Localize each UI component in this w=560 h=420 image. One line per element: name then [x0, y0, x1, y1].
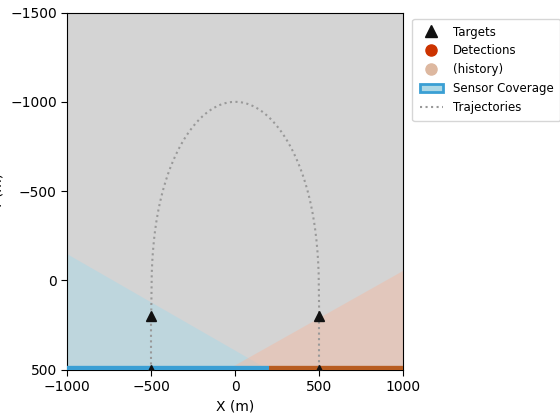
Y-axis label: Y (m): Y (m)	[0, 173, 4, 210]
Polygon shape	[67, 254, 269, 370]
X-axis label: X (m): X (m)	[216, 399, 254, 414]
Legend: Targets, Detections, (history), Sensor Coverage, Trajectories: Targets, Detections, (history), Sensor C…	[413, 18, 560, 121]
Polygon shape	[227, 271, 403, 370]
